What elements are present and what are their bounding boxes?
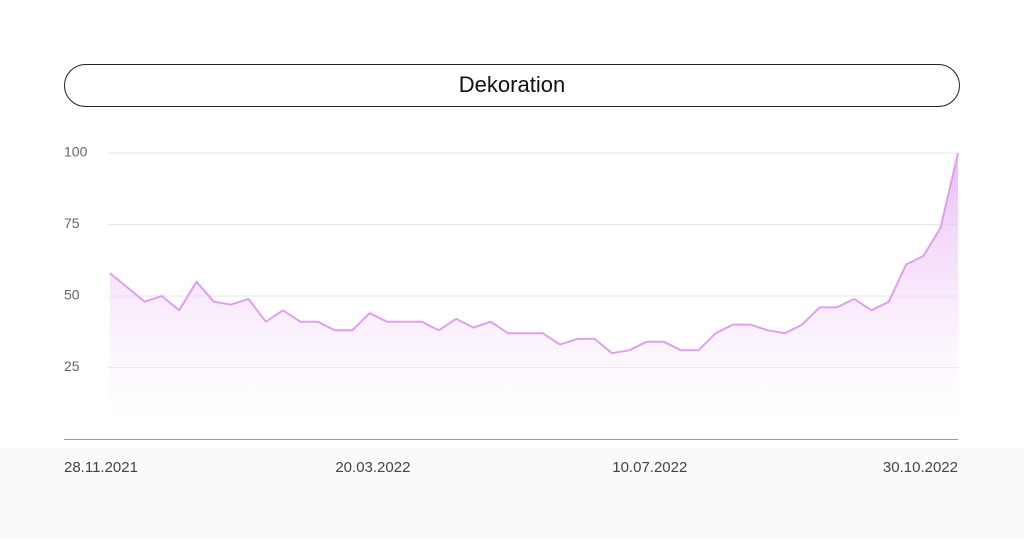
x-tick-label: 28.11.2021 [64,459,138,476]
y-tick-label: 75 [64,215,80,231]
y-tick-label: 25 [64,358,80,374]
x-tick-label: 10.07.2022 [612,459,687,476]
x-tick-label: 20.03.2022 [335,459,410,476]
x-tick-label: 30.10.2022 [883,459,958,476]
footer-band [0,448,1024,538]
y-tick-label: 100 [64,144,88,160]
title-pill [64,64,960,107]
line [109,152,959,355]
chart-title: Dekoration [459,72,565,97]
area [110,153,958,421]
y-tick-label: 50 [64,287,80,303]
